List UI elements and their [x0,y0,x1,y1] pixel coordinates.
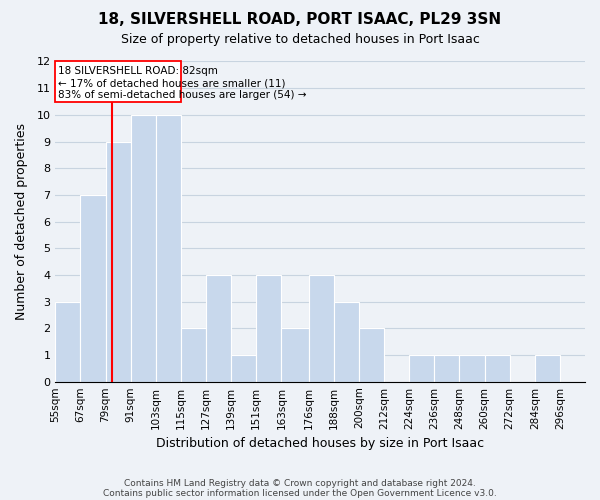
Bar [281,328,308,382]
Text: ← 17% of detached houses are smaller (11): ← 17% of detached houses are smaller (11… [58,78,286,88]
Text: Contains HM Land Registry data © Crown copyright and database right 2024.: Contains HM Land Registry data © Crown c… [124,478,476,488]
Bar [308,275,334,382]
Bar [460,355,485,382]
Text: Contains public sector information licensed under the Open Government Licence v3: Contains public sector information licen… [103,488,497,498]
Bar [55,61,181,102]
Bar [535,355,560,382]
Bar [80,195,106,382]
Bar [55,302,80,382]
Bar [434,355,460,382]
Bar [181,328,206,382]
Bar [106,142,131,382]
Bar [485,355,509,382]
Bar [256,275,281,382]
Bar [231,355,256,382]
Text: Size of property relative to detached houses in Port Isaac: Size of property relative to detached ho… [121,32,479,46]
Text: 18 SILVERSHELL ROAD: 82sqm: 18 SILVERSHELL ROAD: 82sqm [58,66,218,76]
X-axis label: Distribution of detached houses by size in Port Isaac: Distribution of detached houses by size … [156,437,484,450]
Bar [409,355,434,382]
Bar [206,275,231,382]
Bar [359,328,384,382]
Bar [156,115,181,382]
Bar [131,115,156,382]
Bar [334,302,359,382]
Text: 83% of semi-detached houses are larger (54) →: 83% of semi-detached houses are larger (… [58,90,307,101]
Text: 18, SILVERSHELL ROAD, PORT ISAAC, PL29 3SN: 18, SILVERSHELL ROAD, PORT ISAAC, PL29 3… [98,12,502,28]
Y-axis label: Number of detached properties: Number of detached properties [15,123,28,320]
